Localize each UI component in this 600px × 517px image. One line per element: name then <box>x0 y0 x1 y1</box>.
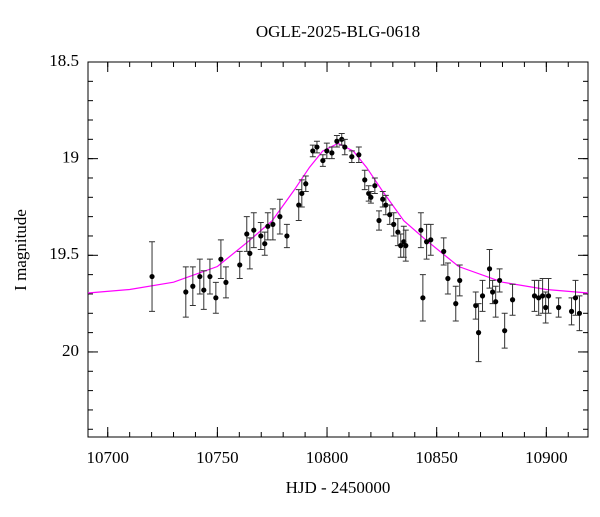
data-point <box>237 262 243 268</box>
data-point <box>536 295 542 301</box>
data-point <box>403 243 409 249</box>
data-point <box>320 157 326 164</box>
data-point <box>418 227 424 233</box>
data-point <box>486 266 493 272</box>
data-point <box>190 283 196 289</box>
data-point <box>441 248 447 255</box>
y-tick-label: 18.5 <box>49 51 79 70</box>
data-point <box>391 221 397 227</box>
data-point <box>398 243 404 249</box>
model-curve <box>87 142 589 294</box>
data-point <box>387 212 393 218</box>
data-point <box>201 287 207 293</box>
data-point <box>314 144 320 150</box>
data-point <box>366 190 372 197</box>
chart-title: OGLE-2025-BLG-0618 <box>256 22 420 41</box>
data-point <box>372 183 378 189</box>
data-point <box>509 297 516 303</box>
x-tick-label: 10750 <box>196 448 239 467</box>
y-tick-label: 19.5 <box>49 244 79 263</box>
data-point <box>339 136 345 142</box>
data-point <box>303 181 309 187</box>
data-point <box>223 279 229 285</box>
data-point <box>490 289 496 295</box>
data-point <box>244 231 250 237</box>
data-point <box>149 273 155 280</box>
data-point <box>502 328 508 334</box>
data-point <box>556 304 562 311</box>
data-point <box>284 233 290 239</box>
data-point <box>277 214 283 220</box>
data-point <box>356 152 362 158</box>
data-point <box>183 289 189 295</box>
data-point <box>531 293 538 299</box>
data-point <box>420 295 426 301</box>
data-point <box>262 241 268 247</box>
y-tick-label: 20 <box>62 341 79 360</box>
data-point <box>376 217 382 224</box>
x-tick-label: 10700 <box>86 448 129 467</box>
data-point <box>401 239 407 245</box>
data-point <box>576 310 583 316</box>
data-point <box>334 138 340 144</box>
data-point <box>572 295 579 301</box>
data-point <box>299 190 305 197</box>
data-point <box>296 202 302 208</box>
data-point <box>258 233 264 239</box>
data-point <box>247 250 253 256</box>
data-point <box>475 330 482 336</box>
data-point <box>362 177 368 183</box>
data-point <box>545 293 552 299</box>
data-point <box>540 293 546 299</box>
data-point <box>349 154 355 160</box>
data-point <box>324 148 330 154</box>
data-point <box>207 273 213 280</box>
data-point <box>342 144 348 150</box>
x-tick-label: 10800 <box>306 448 349 467</box>
data-point <box>368 194 374 200</box>
data-point <box>428 237 434 243</box>
y-tick-label: 19 <box>62 148 79 167</box>
x-tick-label: 10900 <box>525 448 568 467</box>
x-axis-label: HJD - 2450000 <box>286 478 391 497</box>
data-point <box>497 277 503 284</box>
data-point <box>445 275 451 282</box>
data-point <box>265 223 271 229</box>
data-point <box>329 150 335 156</box>
data-point <box>423 239 430 245</box>
data-point <box>457 277 463 284</box>
data-point <box>543 304 549 311</box>
data-point <box>453 301 459 307</box>
data-point <box>473 302 479 309</box>
plot-frame <box>87 61 589 438</box>
data-point <box>213 295 219 301</box>
data-point <box>395 229 401 235</box>
data-point <box>568 308 575 314</box>
data-point <box>251 227 257 233</box>
data-point <box>270 221 276 227</box>
data-point <box>380 196 386 202</box>
data-point <box>310 148 316 154</box>
data-point <box>197 273 203 280</box>
data-point <box>218 256 224 262</box>
data-point <box>493 299 499 305</box>
y-axis-label: I magnitude <box>11 209 30 291</box>
data-point <box>479 293 486 299</box>
data-point <box>383 202 389 208</box>
x-tick-label: 10850 <box>415 448 458 467</box>
